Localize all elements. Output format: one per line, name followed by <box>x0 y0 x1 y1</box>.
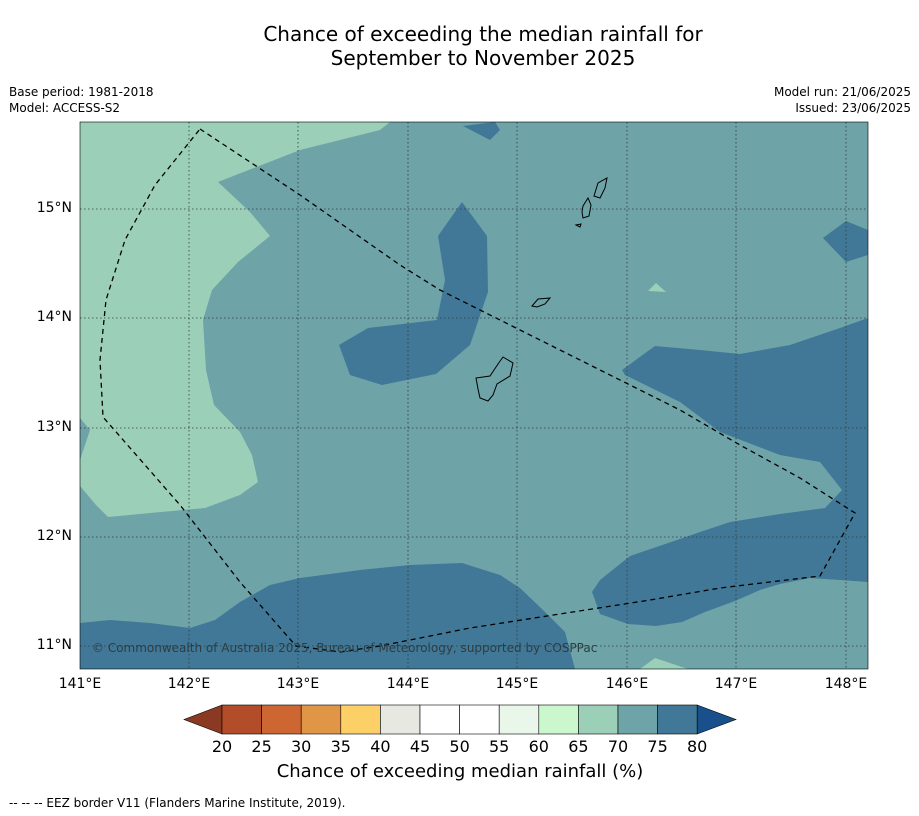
lon-label-142: 142°E <box>167 676 211 692</box>
lon-label-141: 141°E <box>58 676 102 692</box>
colorbar-bin-50-55 <box>459 704 500 735</box>
colorbar-tick-60: 60 <box>528 737 549 756</box>
meta-left: Base period: 1981-2018 Model: ACCESS-S2 <box>9 84 154 116</box>
lon-label-146: 146°E <box>605 676 649 692</box>
colorbar-tick-30: 30 <box>291 737 312 756</box>
colorbar-tick-35: 35 <box>330 737 351 756</box>
colorbar-bin-25-30 <box>261 704 302 735</box>
lat-label-11: 11°N <box>36 637 72 653</box>
region-75-80-east <box>592 318 868 626</box>
colorbar-bin-60-65 <box>538 704 579 735</box>
model-run: Model run: 21/06/2025 <box>773 85 911 99</box>
colorbar-bin-45-50 <box>419 704 460 735</box>
colorbar-title: Chance of exceeding median rainfall (%) <box>276 761 644 782</box>
map-title: Chance of exceeding the median rainfall … <box>0 22 919 70</box>
colorbar-tick-20: 20 <box>211 737 233 756</box>
colorbar-bin-70-75 <box>617 704 658 735</box>
colorbar-bin-35-40 <box>340 704 381 735</box>
region-75-80-central <box>339 202 488 385</box>
region-75-80-south <box>80 563 575 669</box>
lat-label-12: 12°N <box>36 528 72 544</box>
lon-label-144: 144°E <box>386 676 430 692</box>
islands <box>475 177 608 402</box>
meta-right: Model run: 21/06/2025 Issued: 23/06/2025 <box>774 84 911 116</box>
region-65-70-bottom <box>640 658 688 669</box>
colorbar-bin-55-60 <box>498 704 540 735</box>
island-aguijan <box>574 223 582 228</box>
lon-label-145: 145°E <box>495 676 539 692</box>
map-copyright: © Commonwealth of Australia 2025, Bureau… <box>92 641 598 655</box>
issued-date: Issued: 23/06/2025 <box>795 101 911 115</box>
island-tinian <box>581 196 592 219</box>
colorbar-bin-40-45 <box>380 704 421 735</box>
map-frame <box>79 121 869 670</box>
gridlines <box>80 122 868 669</box>
eez-border <box>99 128 856 653</box>
colorbar-tick-25: 25 <box>251 737 272 756</box>
colorbar-bin-20-25 <box>221 704 262 735</box>
colorbar-bin-30-35 <box>300 704 342 735</box>
colorbar-tick-70: 70 <box>607 737 629 756</box>
colorbar-under-arrow <box>183 704 223 735</box>
region-65-70-small <box>648 283 666 292</box>
lat-label-15: 15°N <box>36 200 72 216</box>
region-75-80-northeast <box>823 221 868 262</box>
lon-label-147: 147°E <box>714 676 758 692</box>
island-rota <box>531 297 552 308</box>
island-saipan <box>593 177 608 199</box>
map-plot-area <box>80 122 868 669</box>
colorbar <box>183 704 737 735</box>
colorbar-tick-40: 40 <box>370 737 391 756</box>
colorbar-tick-55: 55 <box>489 737 510 756</box>
island-guam <box>475 356 514 402</box>
model-name: Model: ACCESS-S2 <box>9 101 121 115</box>
region-65-70-west <box>80 122 390 517</box>
region-75-80-top <box>463 122 500 140</box>
title-line-2: September to November 2025 <box>330 46 636 70</box>
lon-label-148: 148°E <box>824 676 868 692</box>
lat-label-13: 13°N <box>36 419 72 435</box>
lat-label-14: 14°N <box>36 309 72 325</box>
colorbar-tick-75: 75 <box>647 737 668 756</box>
base-period: Base period: 1981-2018 <box>9 85 154 99</box>
colorbar-over-arrow <box>696 704 737 735</box>
lon-label-143: 143°E <box>276 676 320 692</box>
colorbar-tick-80: 80 <box>687 737 708 756</box>
colorbar-tick-45: 45 <box>409 737 431 756</box>
colorbar-tick-50: 50 <box>449 737 470 756</box>
footer-eez-note: -- -- -- EEZ border V11 (Flanders Marine… <box>9 796 346 810</box>
colorbar-bin-65-70 <box>578 704 619 735</box>
colorbar-bin-75-80 <box>657 704 698 735</box>
colorbar-tick-65: 65 <box>568 737 589 756</box>
title-line-1: Chance of exceeding the median rainfall … <box>263 22 703 46</box>
